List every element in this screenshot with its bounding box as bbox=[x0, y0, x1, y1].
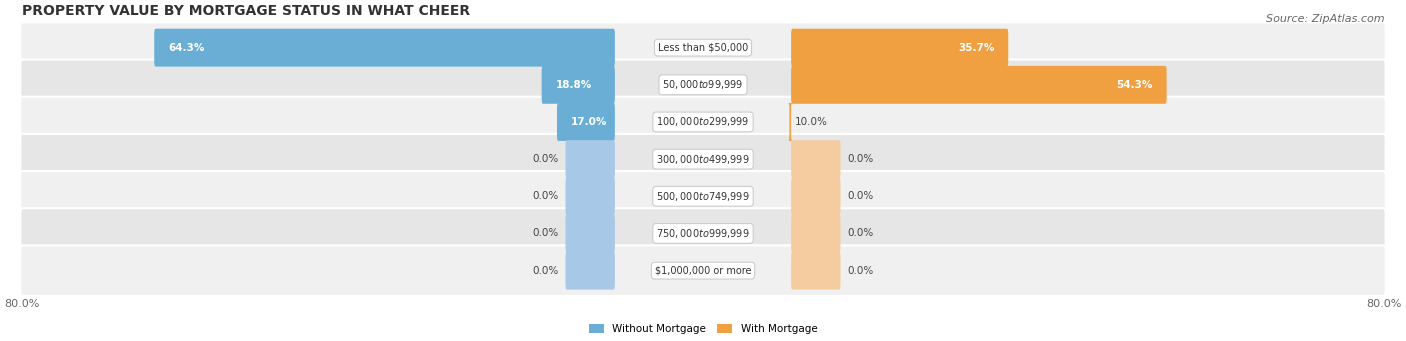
FancyBboxPatch shape bbox=[155, 29, 614, 66]
FancyBboxPatch shape bbox=[792, 29, 1008, 66]
FancyBboxPatch shape bbox=[20, 23, 1386, 73]
Text: $50,000 to $99,999: $50,000 to $99,999 bbox=[662, 78, 744, 91]
Text: $500,000 to $749,999: $500,000 to $749,999 bbox=[657, 190, 749, 203]
Text: 0.0%: 0.0% bbox=[848, 266, 875, 276]
Legend: Without Mortgage, With Mortgage: Without Mortgage, With Mortgage bbox=[585, 320, 821, 338]
FancyBboxPatch shape bbox=[565, 140, 614, 178]
Text: 18.8%: 18.8% bbox=[555, 80, 592, 90]
FancyBboxPatch shape bbox=[20, 208, 1386, 259]
Text: 0.0%: 0.0% bbox=[531, 266, 558, 276]
Text: 0.0%: 0.0% bbox=[848, 154, 875, 164]
Text: 64.3%: 64.3% bbox=[169, 43, 205, 53]
Text: Source: ZipAtlas.com: Source: ZipAtlas.com bbox=[1267, 14, 1385, 24]
Text: 10.0%: 10.0% bbox=[794, 117, 828, 127]
Text: 17.0%: 17.0% bbox=[571, 117, 607, 127]
Text: 0.0%: 0.0% bbox=[531, 191, 558, 201]
Text: 0.0%: 0.0% bbox=[848, 191, 875, 201]
FancyBboxPatch shape bbox=[557, 103, 614, 141]
Text: 0.0%: 0.0% bbox=[531, 228, 558, 238]
FancyBboxPatch shape bbox=[20, 171, 1386, 222]
Text: $750,000 to $999,999: $750,000 to $999,999 bbox=[657, 227, 749, 240]
FancyBboxPatch shape bbox=[792, 214, 841, 252]
Text: $100,000 to $299,999: $100,000 to $299,999 bbox=[657, 116, 749, 129]
FancyBboxPatch shape bbox=[20, 97, 1386, 147]
FancyBboxPatch shape bbox=[792, 140, 841, 178]
Text: PROPERTY VALUE BY MORTGAGE STATUS IN WHAT CHEER: PROPERTY VALUE BY MORTGAGE STATUS IN WHA… bbox=[22, 4, 470, 18]
Text: 54.3%: 54.3% bbox=[1116, 80, 1153, 90]
Text: 35.7%: 35.7% bbox=[957, 43, 994, 53]
FancyBboxPatch shape bbox=[792, 177, 841, 215]
FancyBboxPatch shape bbox=[20, 134, 1386, 184]
Text: $1,000,000 or more: $1,000,000 or more bbox=[655, 266, 751, 276]
FancyBboxPatch shape bbox=[20, 246, 1386, 296]
Text: 0.0%: 0.0% bbox=[531, 154, 558, 164]
FancyBboxPatch shape bbox=[789, 103, 793, 141]
FancyBboxPatch shape bbox=[792, 66, 1167, 104]
FancyBboxPatch shape bbox=[20, 60, 1386, 110]
FancyBboxPatch shape bbox=[565, 214, 614, 252]
Text: $300,000 to $499,999: $300,000 to $499,999 bbox=[657, 153, 749, 166]
Text: 0.0%: 0.0% bbox=[848, 228, 875, 238]
FancyBboxPatch shape bbox=[541, 66, 614, 104]
FancyBboxPatch shape bbox=[565, 252, 614, 290]
FancyBboxPatch shape bbox=[792, 252, 841, 290]
FancyBboxPatch shape bbox=[565, 177, 614, 215]
Text: Less than $50,000: Less than $50,000 bbox=[658, 43, 748, 53]
